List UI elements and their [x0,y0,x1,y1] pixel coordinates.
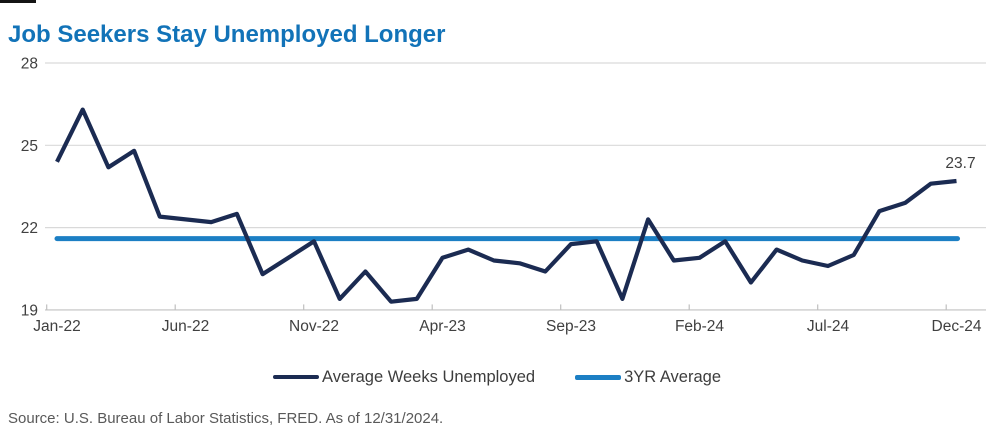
legend-swatch-series-icon [272,375,319,379]
source-note: Source: U.S. Bureau of Labor Statistics,… [8,410,444,427]
y-axis-tick-label: 22 [21,220,38,237]
chart-legend: Average Weeks Unemployed 3YR Average [0,365,994,389]
legend-label: Average Weeks Unemployed [321,367,536,386]
x-axis-tick-label: Jan-22 [33,318,80,335]
x-axis-tick-label: Sep-23 [546,318,596,335]
legend-swatch-average-icon [575,374,622,380]
x-axis-tick-label: Dec-24 [932,318,982,335]
legend-label: 3YR Average [624,367,722,386]
x-axis-tick-label: Jul-24 [807,318,850,335]
y-axis-tick-label: 28 [21,56,38,73]
x-axis-tick-label: Feb-24 [675,318,724,335]
y-axis-tick-label: 19 [21,302,38,319]
series-line [55,107,957,304]
legend-item-3yr-average: 3YR Average [575,368,721,387]
x-axis-tick-label: Jun-22 [162,318,209,335]
end-value-label: 23.7 [945,155,975,172]
top-left-mark [0,0,36,3]
x-axis-tick-label: Nov-22 [289,318,339,335]
legend-item-average-weeks: Average Weeks Unemployed [272,367,536,387]
y-axis-tick-label: 25 [21,138,38,155]
chart-title: Job Seekers Stay Unemployed Longer [8,21,446,49]
x-axis-tick-label: Apr-23 [419,318,466,335]
